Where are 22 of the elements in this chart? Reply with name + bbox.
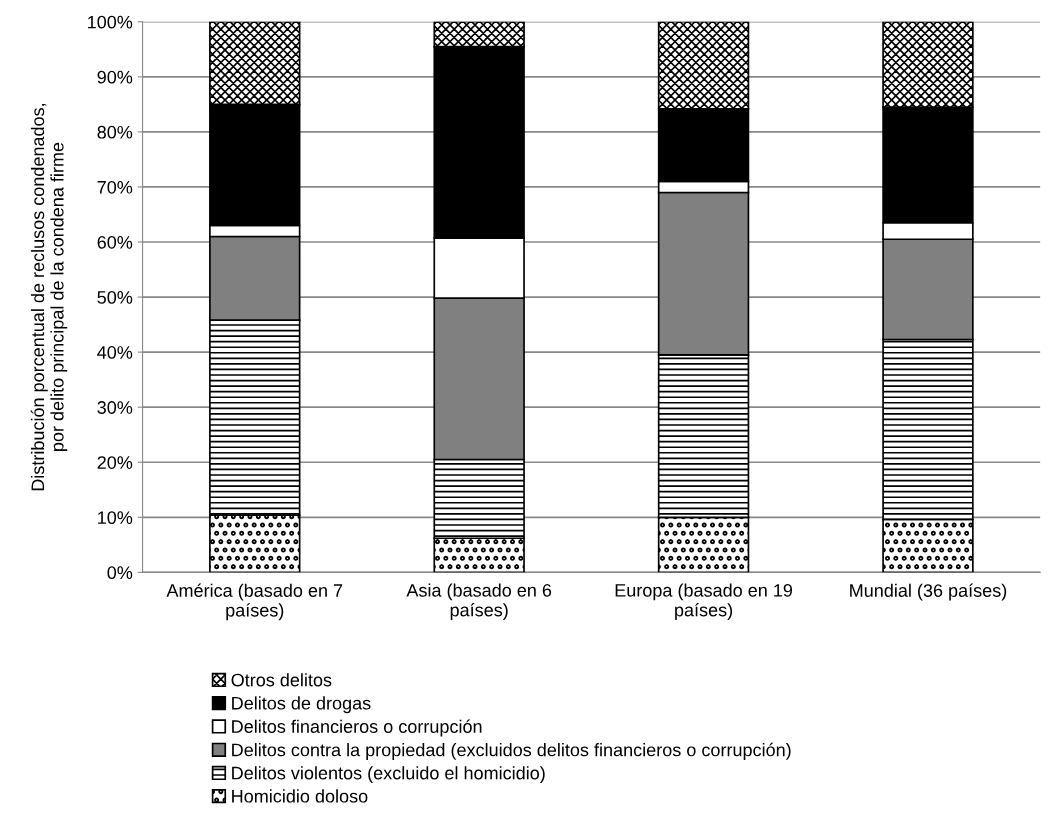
legend-label: Delitos financieros o corrupción (232, 719, 482, 737)
y-tick-label: 50% (97, 291, 133, 304)
y-tick-label: 100% (88, 15, 133, 29)
x-tick-label: Europa (basado en 19 países) (615, 583, 793, 620)
y-tick-label: 30% (97, 401, 133, 414)
legend-label: Homicidio doloso (232, 789, 368, 803)
y-axis-title: Distribución porcentual de reclusos condenados, por delito principal de la condena firme (30, 103, 68, 491)
y-tick-label: 60% (97, 235, 133, 249)
x-tick-label: Asia (basado en 6 países) (406, 583, 552, 620)
legend-label: Delitos contra la propiedad (excluidos delitos financieros o corrupción) (232, 742, 791, 760)
y-tick-label: 90% (97, 70, 133, 84)
x-tick-label: Mundial (36 países) (850, 583, 1007, 601)
y-tick-label: 0% (107, 566, 133, 580)
x-tick-label: América (basado en 7 países) (166, 583, 343, 621)
legend-label: Delitos violentos (excluido el homicidio) (232, 766, 545, 784)
legend-label: Otros delitos (231, 673, 332, 687)
y-tick-label: 10% (98, 511, 133, 525)
y-tick-label: 70% (97, 180, 133, 194)
y-tick-label: 40% (97, 346, 133, 359)
y-tick-label: 80% (97, 125, 133, 139)
y-tick-label: 20% (97, 456, 133, 469)
legend-label: Delitos de drogas (232, 696, 371, 714)
